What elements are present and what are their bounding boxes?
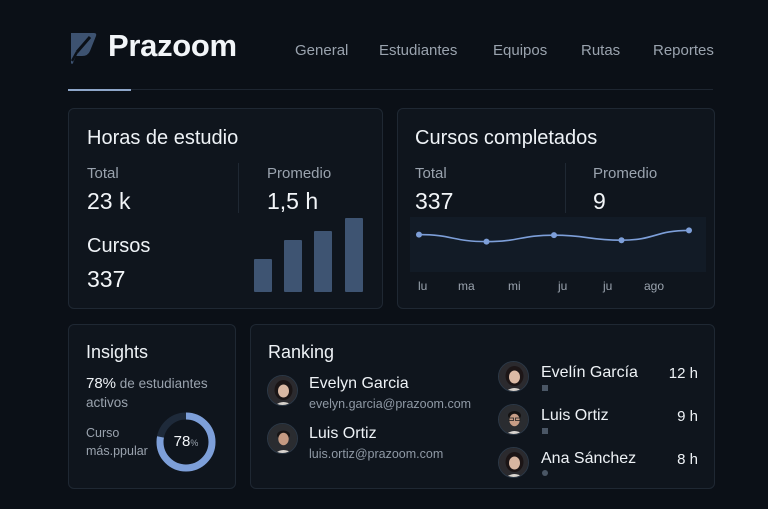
study-total-label: Total <box>87 165 119 182</box>
completed-stat-divider <box>565 163 566 213</box>
completed-title: Cursos completados <box>415 127 598 149</box>
study-bar <box>254 259 272 292</box>
study-bar-chart <box>254 189 369 292</box>
completed-data-point <box>551 232 557 239</box>
study-avg-value: 1,5 h <box>267 188 319 214</box>
x-axis-label: ago <box>644 279 665 293</box>
completed-line-chart <box>410 217 706 272</box>
brand-logo-icon <box>70 33 97 64</box>
ranking-left-name[interactable]: Luis Ortiz <box>309 425 377 442</box>
nav-reportes[interactable]: Reportes <box>653 42 714 59</box>
course-label-line2: más.ppular <box>86 444 148 458</box>
completed-data-point <box>618 237 625 244</box>
ranking-hours: 9 h <box>677 408 698 425</box>
completed-data-point <box>686 227 692 234</box>
study-courses-value: 337 <box>87 266 126 292</box>
x-axis-label: ma <box>458 279 475 293</box>
avatar[interactable] <box>267 375 298 406</box>
x-axis-label: lu <box>418 279 428 293</box>
ranking-left-email: luis.ortiz@prazoom.com <box>309 447 444 461</box>
course-donut-chart <box>156 412 216 472</box>
ranking-left-name[interactable]: Evelyn Garcia <box>309 375 409 392</box>
insights-percent: 78% <box>86 375 117 392</box>
x-axis-label: mi <box>508 279 521 293</box>
completed-avg-value: 9 <box>593 188 606 214</box>
user-avatar-icon <box>499 405 528 434</box>
study-total-value: 23 k <box>87 188 131 214</box>
avatar[interactable] <box>267 423 298 454</box>
nav-rutas[interactable]: Rutas <box>581 42 621 59</box>
nav-equipos[interactable]: Equipos <box>493 42 548 59</box>
donut-unit: % <box>190 438 199 448</box>
ranking-title: Ranking <box>268 342 335 362</box>
study-hours-title: Horas de estudio <box>87 127 239 149</box>
ranking-hours: 12 h <box>668 365 698 382</box>
user-avatar-icon <box>499 448 528 477</box>
brand-name[interactable]: Prazoom <box>108 28 237 63</box>
x-axis-label: ju <box>603 279 613 293</box>
completed-data-point <box>483 238 490 245</box>
study-courses-label: Cursos <box>87 235 151 257</box>
nav-active-indicator <box>68 89 131 91</box>
ranking-card: Ranking Evelyn Garcia evelyn.garcia@praz… <box>250 324 715 489</box>
study-bar <box>284 240 302 292</box>
nav-estudiantes[interactable]: Estudiantes <box>379 42 458 59</box>
study-bar <box>345 218 363 292</box>
completed-data-point <box>416 231 422 238</box>
study-avg-label: Promedio <box>267 165 332 182</box>
user-avatar-icon <box>268 376 297 405</box>
rank-indicator <box>542 470 548 476</box>
ranking-left-email: evelyn.garcia@prazoom.com <box>309 397 472 411</box>
rank-indicator <box>542 428 548 434</box>
insights-title: Insights <box>86 342 149 362</box>
study-bar <box>314 231 332 292</box>
course-label-line1: Curso <box>86 426 120 440</box>
insights-text-block: 78% de estudiantes activos <box>86 374 231 412</box>
user-avatar-icon <box>268 424 297 453</box>
study-hours-card: Horas de estudio Total 23 k Promedio 1,5… <box>68 108 383 309</box>
ranking-right-name[interactable]: Evelín García <box>541 364 638 381</box>
ranking-hours: 8 h <box>677 451 698 468</box>
user-avatar-icon <box>499 362 528 391</box>
nav-general[interactable]: General <box>295 42 349 59</box>
avatar[interactable] <box>498 404 529 435</box>
header-divider <box>68 89 713 90</box>
donut-progress <box>156 412 216 472</box>
rank-indicator <box>542 385 548 391</box>
donut-value: 78 <box>173 433 191 450</box>
ranking-right-name[interactable]: Luis Ortiz <box>541 407 609 424</box>
avatar[interactable] <box>498 361 529 392</box>
donut-center-label: 78% <box>155 433 217 450</box>
completed-total-value: 337 <box>415 188 454 214</box>
insights-text: de estudiantes activos <box>86 376 208 410</box>
study-stat-divider <box>238 163 239 213</box>
completed-total-label: Total <box>415 165 447 182</box>
avatar[interactable] <box>498 447 529 478</box>
x-axis-label: ju <box>558 279 568 293</box>
completed-courses-card: Cursos completados Total 337 Promedio 9 … <box>397 108 715 309</box>
insights-card: Insights 78% de estudiantes activos Curs… <box>68 324 236 489</box>
ranking-right-name[interactable]: Ana Sánchez <box>541 450 637 467</box>
completed-avg-label: Promedio <box>593 165 658 182</box>
